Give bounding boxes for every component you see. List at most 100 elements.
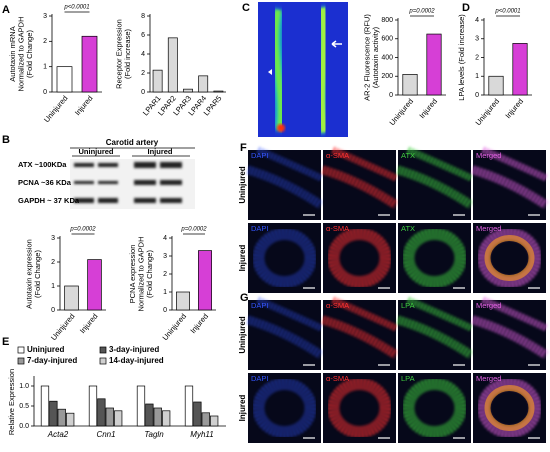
tissue-band xyxy=(246,165,324,209)
bar xyxy=(40,385,50,427)
tissue-band xyxy=(406,146,473,182)
y-axis-label: Receptor Expression xyxy=(114,19,123,89)
x-tick-label: Uninjured xyxy=(49,312,77,342)
bar xyxy=(88,385,98,427)
y-tick-label: 600 xyxy=(381,36,393,43)
y-axis-label: Autotaxin mRNA xyxy=(8,26,17,81)
blot-group: Injured xyxy=(147,147,172,156)
y-tick-label: 0 xyxy=(163,307,167,314)
p-value: p<0.0001 xyxy=(63,5,89,11)
x-tick-label: Acta2 xyxy=(47,430,69,439)
tissue-band xyxy=(256,146,323,182)
y-axis-label: (Autotaxin activity) xyxy=(371,26,380,88)
bar xyxy=(167,37,178,93)
panel-label: C xyxy=(242,2,250,14)
tissue xyxy=(396,296,474,359)
channel-label: α-SMA xyxy=(326,224,349,233)
panel-label: F xyxy=(240,142,247,154)
y-axis-label: Normalized to GAPDH xyxy=(136,236,145,311)
y-tick-label: 400 xyxy=(381,54,393,61)
y-axis-label: (Fold Change) xyxy=(145,250,154,298)
bar xyxy=(201,412,210,427)
tissue-band xyxy=(471,165,549,209)
tissue-band xyxy=(396,315,474,359)
channel-label: DAPI xyxy=(251,224,269,233)
channel-label: α-SMA xyxy=(326,301,349,310)
bar xyxy=(64,285,79,311)
row-label: Uninjured xyxy=(238,166,247,203)
tissue-band xyxy=(331,296,398,332)
tissue xyxy=(321,296,399,359)
tissue-band xyxy=(481,296,548,332)
y-tick-label: 4 xyxy=(163,235,167,242)
western-blot: Carotid artery Uninjured Injured ATX ~10… xyxy=(18,138,195,209)
channel-label: ATX xyxy=(401,224,415,233)
tissue-band xyxy=(481,146,548,182)
channel-label: Merged xyxy=(476,224,501,233)
bar xyxy=(97,398,106,427)
y-tick-label: 6 xyxy=(141,32,145,39)
bar xyxy=(402,74,418,96)
tissue-ring xyxy=(402,378,467,438)
blot-group: Uninjured xyxy=(79,147,114,156)
tissue-ring xyxy=(477,378,542,438)
tissue xyxy=(402,228,467,288)
y-axis-label: PCNA expression xyxy=(128,245,137,304)
tissue-band xyxy=(471,315,549,359)
tissue xyxy=(396,146,474,209)
bar xyxy=(426,33,442,96)
x-tick-label: Cnn1 xyxy=(96,430,115,439)
blot-row-label: GAPDH ~ 37 KDa xyxy=(18,196,80,205)
tissue-ring xyxy=(477,228,542,288)
tissue-overlay xyxy=(484,235,535,281)
tissue-band xyxy=(246,315,324,359)
bar xyxy=(176,291,190,311)
tissue xyxy=(252,228,317,288)
tissue xyxy=(252,378,317,438)
legend-swatch xyxy=(99,357,107,365)
y-tick-label: 2 xyxy=(141,70,145,77)
y-tick-label: 1 xyxy=(475,73,479,80)
x-tick-label: Uninjured xyxy=(388,97,416,127)
tissue xyxy=(246,146,324,209)
x-tick-label: Uninjured xyxy=(474,97,502,127)
p-value: p=0.0002 xyxy=(69,227,96,233)
channel-label: DAPI xyxy=(251,374,269,383)
bar xyxy=(153,407,162,427)
tissue xyxy=(246,296,324,359)
y-tick-label: 2 xyxy=(163,271,167,278)
bar xyxy=(49,400,58,427)
channel-label: DAPI xyxy=(251,151,269,160)
y-tick-label: 1 xyxy=(43,64,47,71)
channel-label: LPA xyxy=(401,374,415,383)
bar xyxy=(162,410,171,427)
panel-label: E xyxy=(2,336,9,348)
bar xyxy=(198,75,209,93)
x-tick-label: Injured xyxy=(188,312,210,335)
bar xyxy=(57,408,66,427)
panel-label: G xyxy=(240,292,249,304)
tissue xyxy=(327,378,392,438)
channel-label: ATX xyxy=(401,151,415,160)
y-axis-label: Relative Expression xyxy=(7,369,16,435)
y-tick-label: 200 xyxy=(381,73,393,80)
legend-label: 7-day-injured xyxy=(27,356,77,365)
bar xyxy=(184,385,194,427)
x-tick-label: Myh11 xyxy=(190,430,213,439)
legend-label: 3-day-injured xyxy=(109,345,159,354)
p-value: p=0.0002 xyxy=(180,227,207,233)
bar xyxy=(105,407,114,427)
row-label: Injured xyxy=(238,395,247,422)
y-tick-label: 1 xyxy=(163,289,167,296)
tissue xyxy=(321,146,399,209)
y-tick-label: 3 xyxy=(51,235,55,242)
tissue xyxy=(477,228,542,288)
x-tick-label: Uninjured xyxy=(161,312,189,342)
y-tick-label: 3 xyxy=(475,36,479,43)
panel-label: B xyxy=(2,134,10,146)
tissue-band xyxy=(256,296,323,332)
tissue-ring xyxy=(402,228,467,288)
bar xyxy=(56,66,73,93)
x-tick-label: Tagln xyxy=(144,430,164,439)
y-tick-label: 0.5 xyxy=(19,403,29,410)
